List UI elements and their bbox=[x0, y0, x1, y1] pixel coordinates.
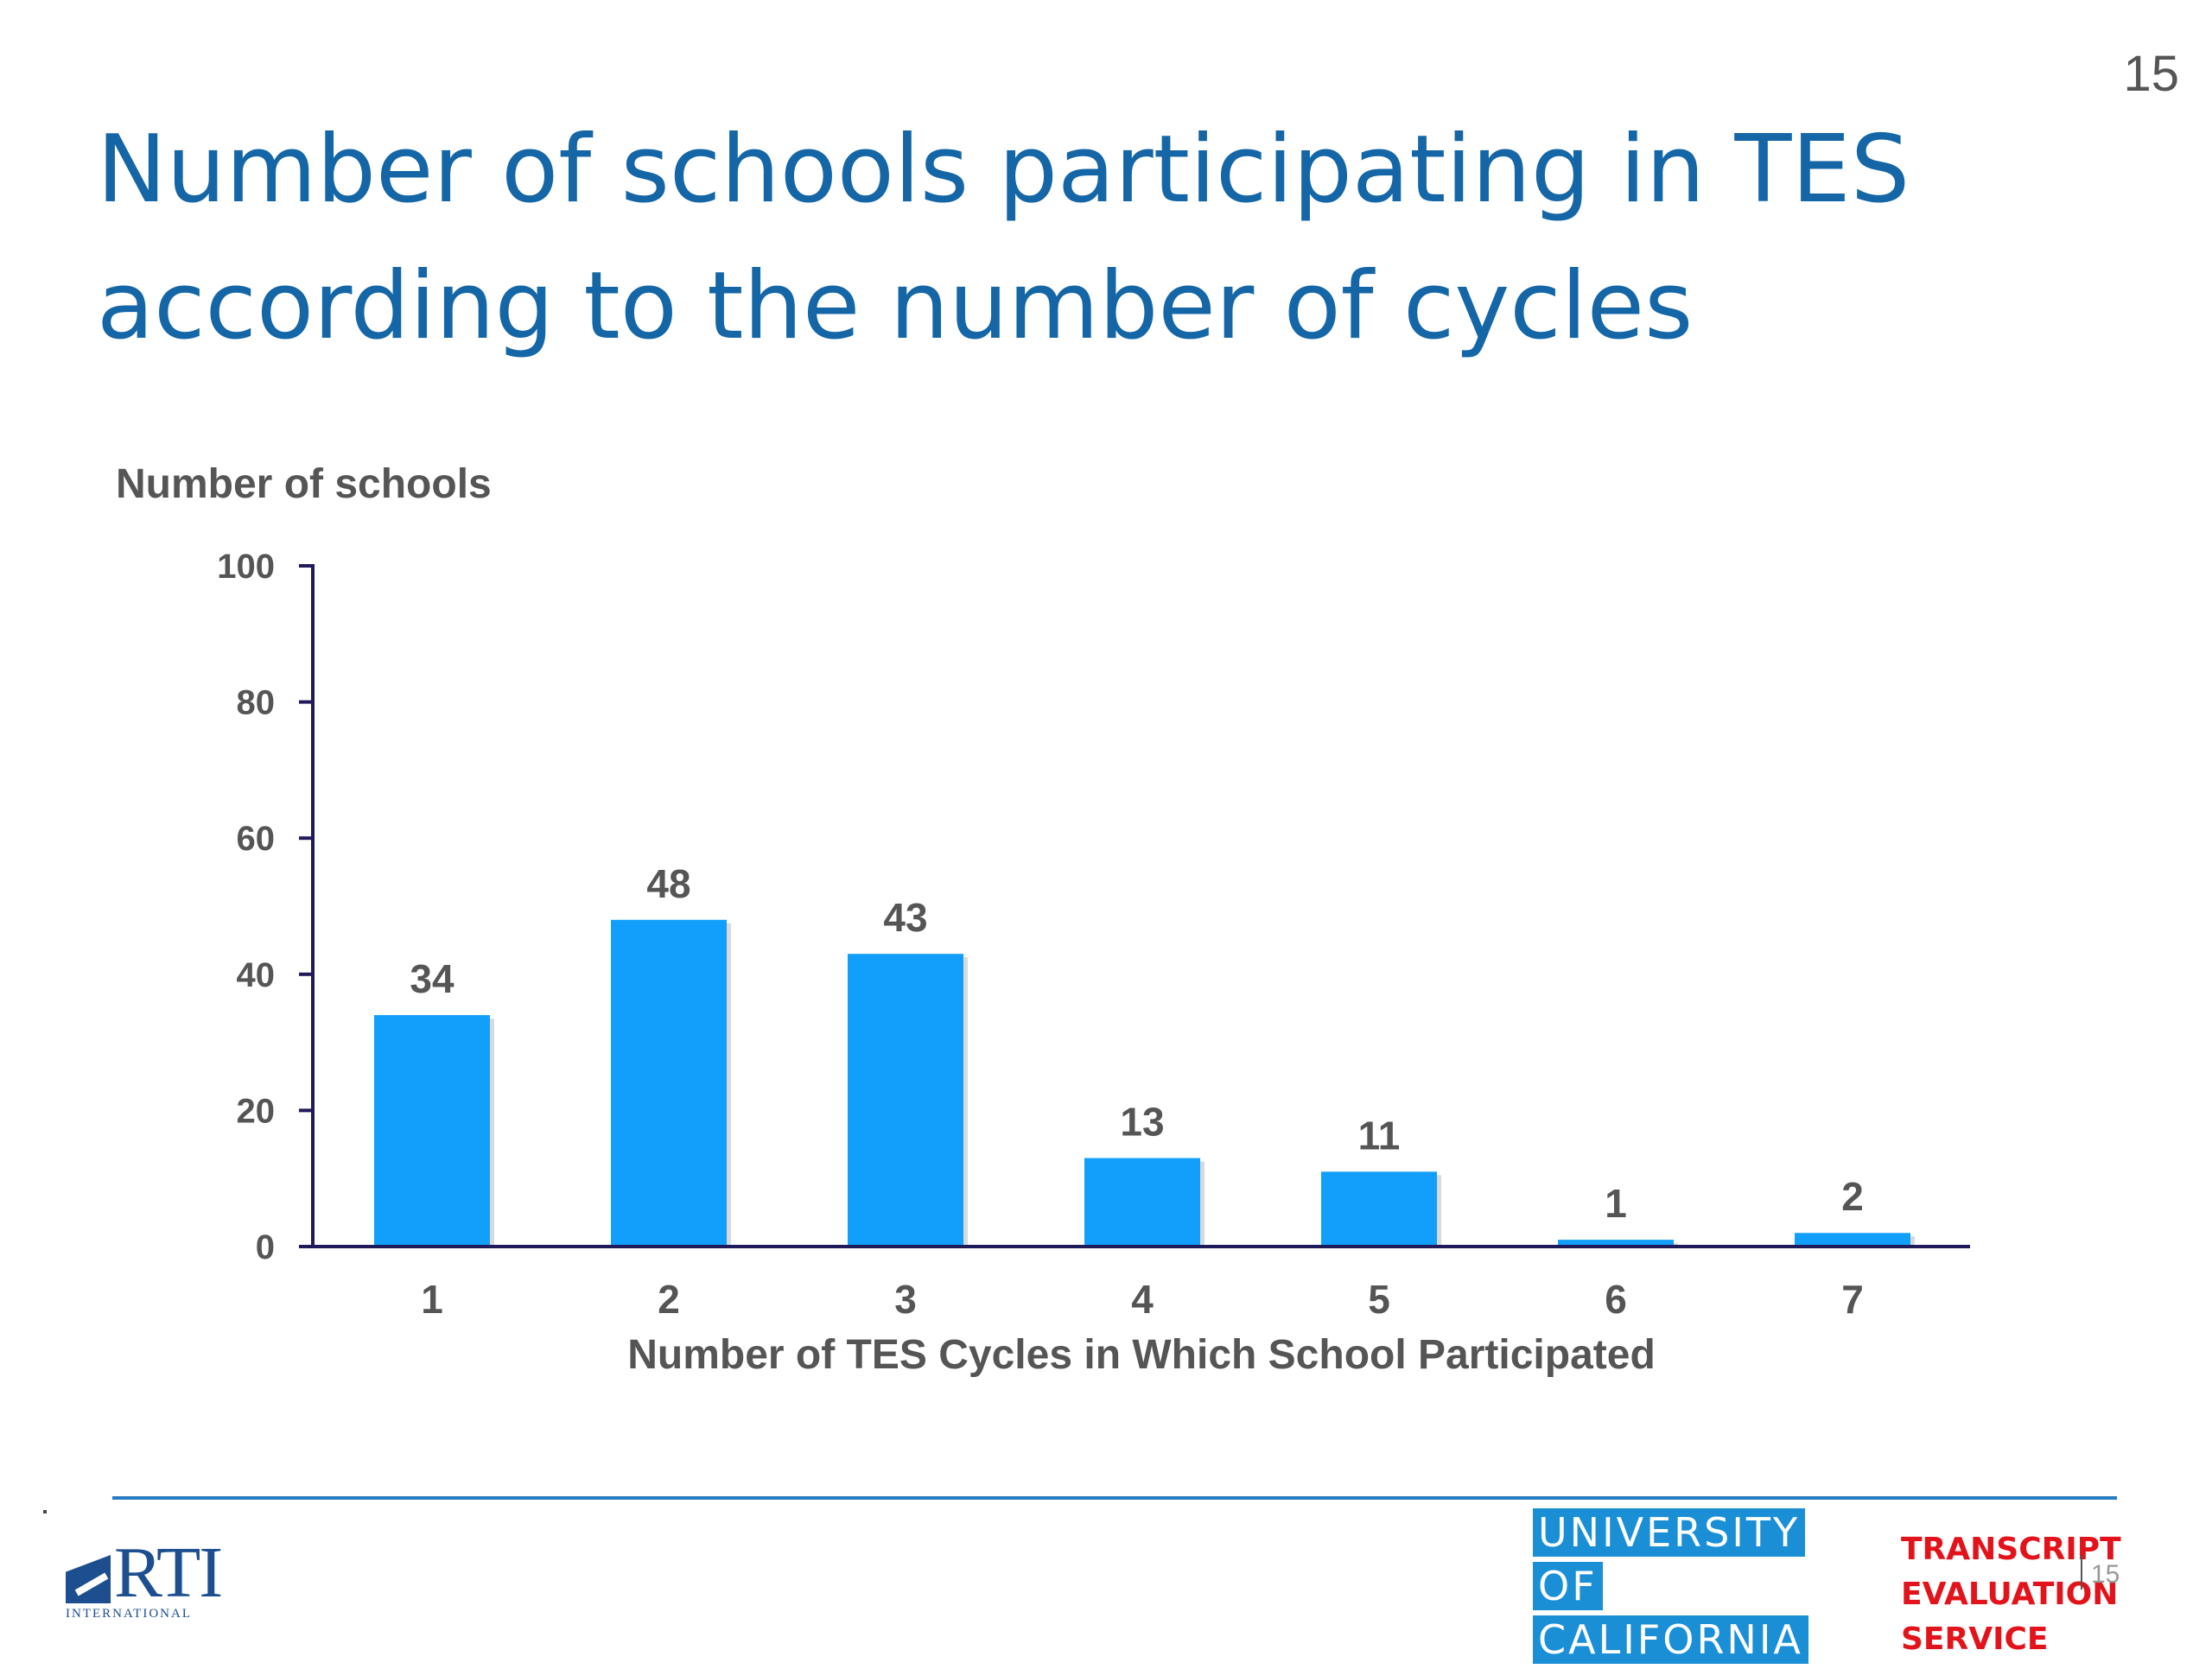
y-tick-label: 60 bbox=[237, 820, 276, 858]
uc-logo-line-2: OF bbox=[1533, 1562, 1603, 1610]
bar-chart: Number of schools 0 20 40 60 80 100 34 1 48 2 43 3 13… bbox=[116, 461, 1970, 1378]
y-axis-label: Number of schools bbox=[116, 461, 492, 507]
x-tick-label: 2 bbox=[658, 1277, 680, 1322]
bar bbox=[848, 954, 963, 1247]
y-tick-label: 20 bbox=[237, 1092, 276, 1130]
bar-data-label: 11 bbox=[1358, 1113, 1401, 1158]
x-tick-label: 1 bbox=[421, 1277, 443, 1322]
footer-divider bbox=[112, 1496, 2117, 1500]
x-tick-label: 7 bbox=[1841, 1277, 1864, 1322]
slide-title-line-2: according to the number of cycles bbox=[97, 252, 1694, 360]
bar bbox=[1084, 1158, 1200, 1247]
page-number: 15 bbox=[2123, 46, 2179, 102]
tes-logo-line-3: SERVICE bbox=[1901, 1621, 2049, 1657]
bar-data-label: 2 bbox=[1841, 1174, 1864, 1219]
slide-title-line-1: Number of schools participating in TES bbox=[97, 116, 1910, 224]
bar-data-label: 13 bbox=[1120, 1100, 1164, 1145]
bar bbox=[1558, 1240, 1674, 1247]
small-page-number: 15 bbox=[2091, 1560, 2120, 1589]
uc-logo-line-1: UNIVERSITY bbox=[1533, 1508, 1806, 1557]
small-page-tick bbox=[2081, 1555, 2082, 1590]
x-tick-label: 4 bbox=[1131, 1277, 1154, 1322]
university-of-california-logo: UNIVERSITY OF CALIFORNIA bbox=[1533, 1508, 1808, 1669]
x-tick-label: 3 bbox=[894, 1277, 917, 1322]
y-tick-label: 100 bbox=[217, 548, 275, 586]
bar bbox=[611, 919, 727, 1247]
x-tick-label: 6 bbox=[1605, 1277, 1627, 1322]
rti-logo: RTI INTERNATIONAL bbox=[66, 1533, 223, 1621]
bar bbox=[1321, 1171, 1437, 1247]
bar-data-label: 34 bbox=[410, 956, 454, 1001]
tes-logo-line-2: EVALUATION bbox=[1901, 1577, 2119, 1612]
y-tick-label: 0 bbox=[256, 1228, 275, 1266]
slide-title: Number of schools participating in TES a… bbox=[97, 102, 1998, 375]
y-tick-label: 40 bbox=[237, 956, 276, 994]
rti-logo-subtext: INTERNATIONAL bbox=[66, 1607, 192, 1621]
bar-data-label: 43 bbox=[883, 895, 927, 940]
x-tick-label: 5 bbox=[1368, 1277, 1390, 1322]
transcript-evaluation-service-logo: TRANSCRIPT EVALUATION SERVICE bbox=[1901, 1527, 2121, 1662]
rti-mark-icon bbox=[66, 1555, 111, 1603]
x-axis-label: Number of TES Cycles in Which School Par… bbox=[627, 1332, 1656, 1378]
bar-data-label: 1 bbox=[1605, 1181, 1627, 1226]
bar bbox=[1795, 1233, 1910, 1247]
bar-data-label: 48 bbox=[646, 861, 690, 906]
rti-logo-text: RTI bbox=[114, 1533, 223, 1613]
footer-dot bbox=[43, 1510, 47, 1514]
uc-logo-line-3: CALIFORNIA bbox=[1533, 1615, 1808, 1664]
tes-logo-line-1: TRANSCRIPT bbox=[1901, 1532, 2121, 1567]
y-tick-label: 80 bbox=[237, 684, 276, 722]
bar bbox=[374, 1015, 490, 1247]
